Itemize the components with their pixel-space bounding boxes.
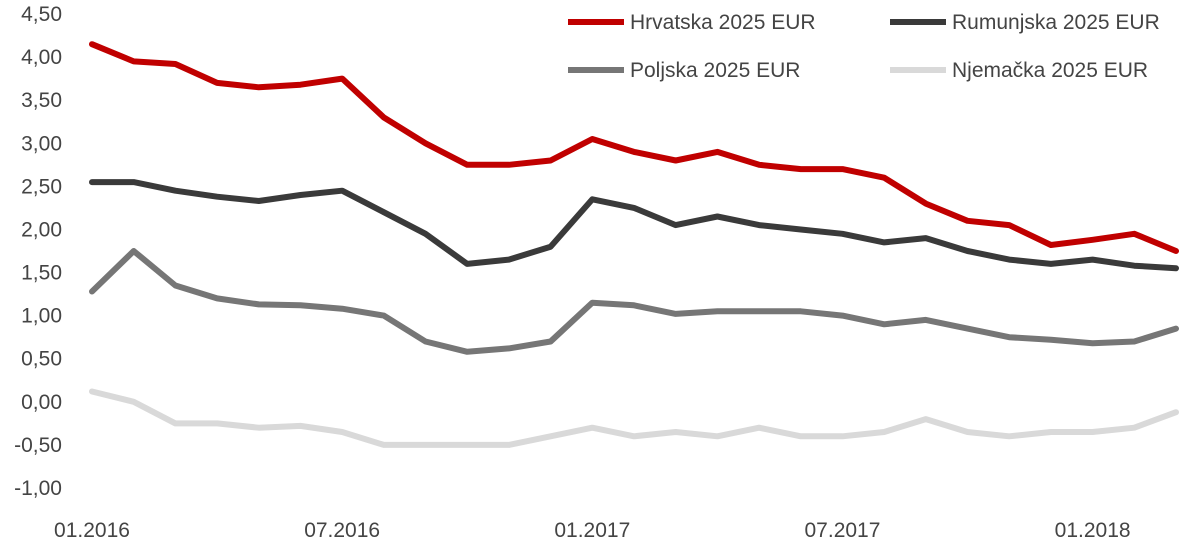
x-tick-label: 07.2017 — [805, 519, 881, 542]
legend-label: Njemačka 2025 EUR — [952, 59, 1148, 82]
series-line-2 — [89, 248, 1179, 355]
y-tick-label: -1,00 — [14, 477, 62, 500]
y-tick-label: 2,50 — [21, 175, 62, 198]
x-tick-label: 07.2016 — [304, 519, 380, 542]
x-tick-label: 01.2017 — [554, 519, 630, 542]
series-lines — [89, 41, 1179, 448]
y-tick-label: 0,50 — [21, 348, 62, 371]
legend-item: Rumunjska 2025 EUR — [890, 11, 1160, 34]
series-line-0 — [89, 41, 1179, 254]
y-tick-label: 3,50 — [21, 89, 62, 112]
x-tick-label: 01.2016 — [54, 519, 130, 542]
legend-label: Rumunjska 2025 EUR — [952, 11, 1160, 34]
y-tick-label: 0,00 — [21, 391, 62, 414]
y-tick-label: 1,50 — [21, 262, 62, 285]
y-tick-label: 2,00 — [21, 218, 62, 241]
series-line-3 — [89, 388, 1179, 448]
y-tick-label: 3,00 — [21, 132, 62, 155]
legend-item: Hrvatska 2025 EUR — [568, 11, 816, 34]
x-tick-label: 01.2018 — [1055, 519, 1131, 542]
y-tick-label: 1,00 — [21, 305, 62, 328]
y-tick-label: 4,00 — [21, 46, 62, 69]
y-tick-label: -0,50 — [14, 434, 62, 457]
legend: Hrvatska 2025 EUR Rumunjska 2025 EUR Poljs… — [568, 11, 1160, 82]
legend-label: Poljska 2025 EUR — [630, 59, 800, 82]
series-line-1 — [89, 179, 1179, 272]
legend-item: Poljska 2025 EUR — [568, 59, 800, 82]
legend-label: Hrvatska 2025 EUR — [630, 11, 816, 34]
legend-item: Njemačka 2025 EUR — [890, 59, 1148, 82]
y-axis: 4,50 4,00 3,50 3,00 2,50 2,00 1,50 1,00 0,50 0,00… — [14, 3, 62, 500]
y-tick-label: 4,50 — [21, 3, 62, 26]
x-axis: 01.2016 07.2016 01.2017 07.2017 01.2018 — [54, 519, 1131, 542]
